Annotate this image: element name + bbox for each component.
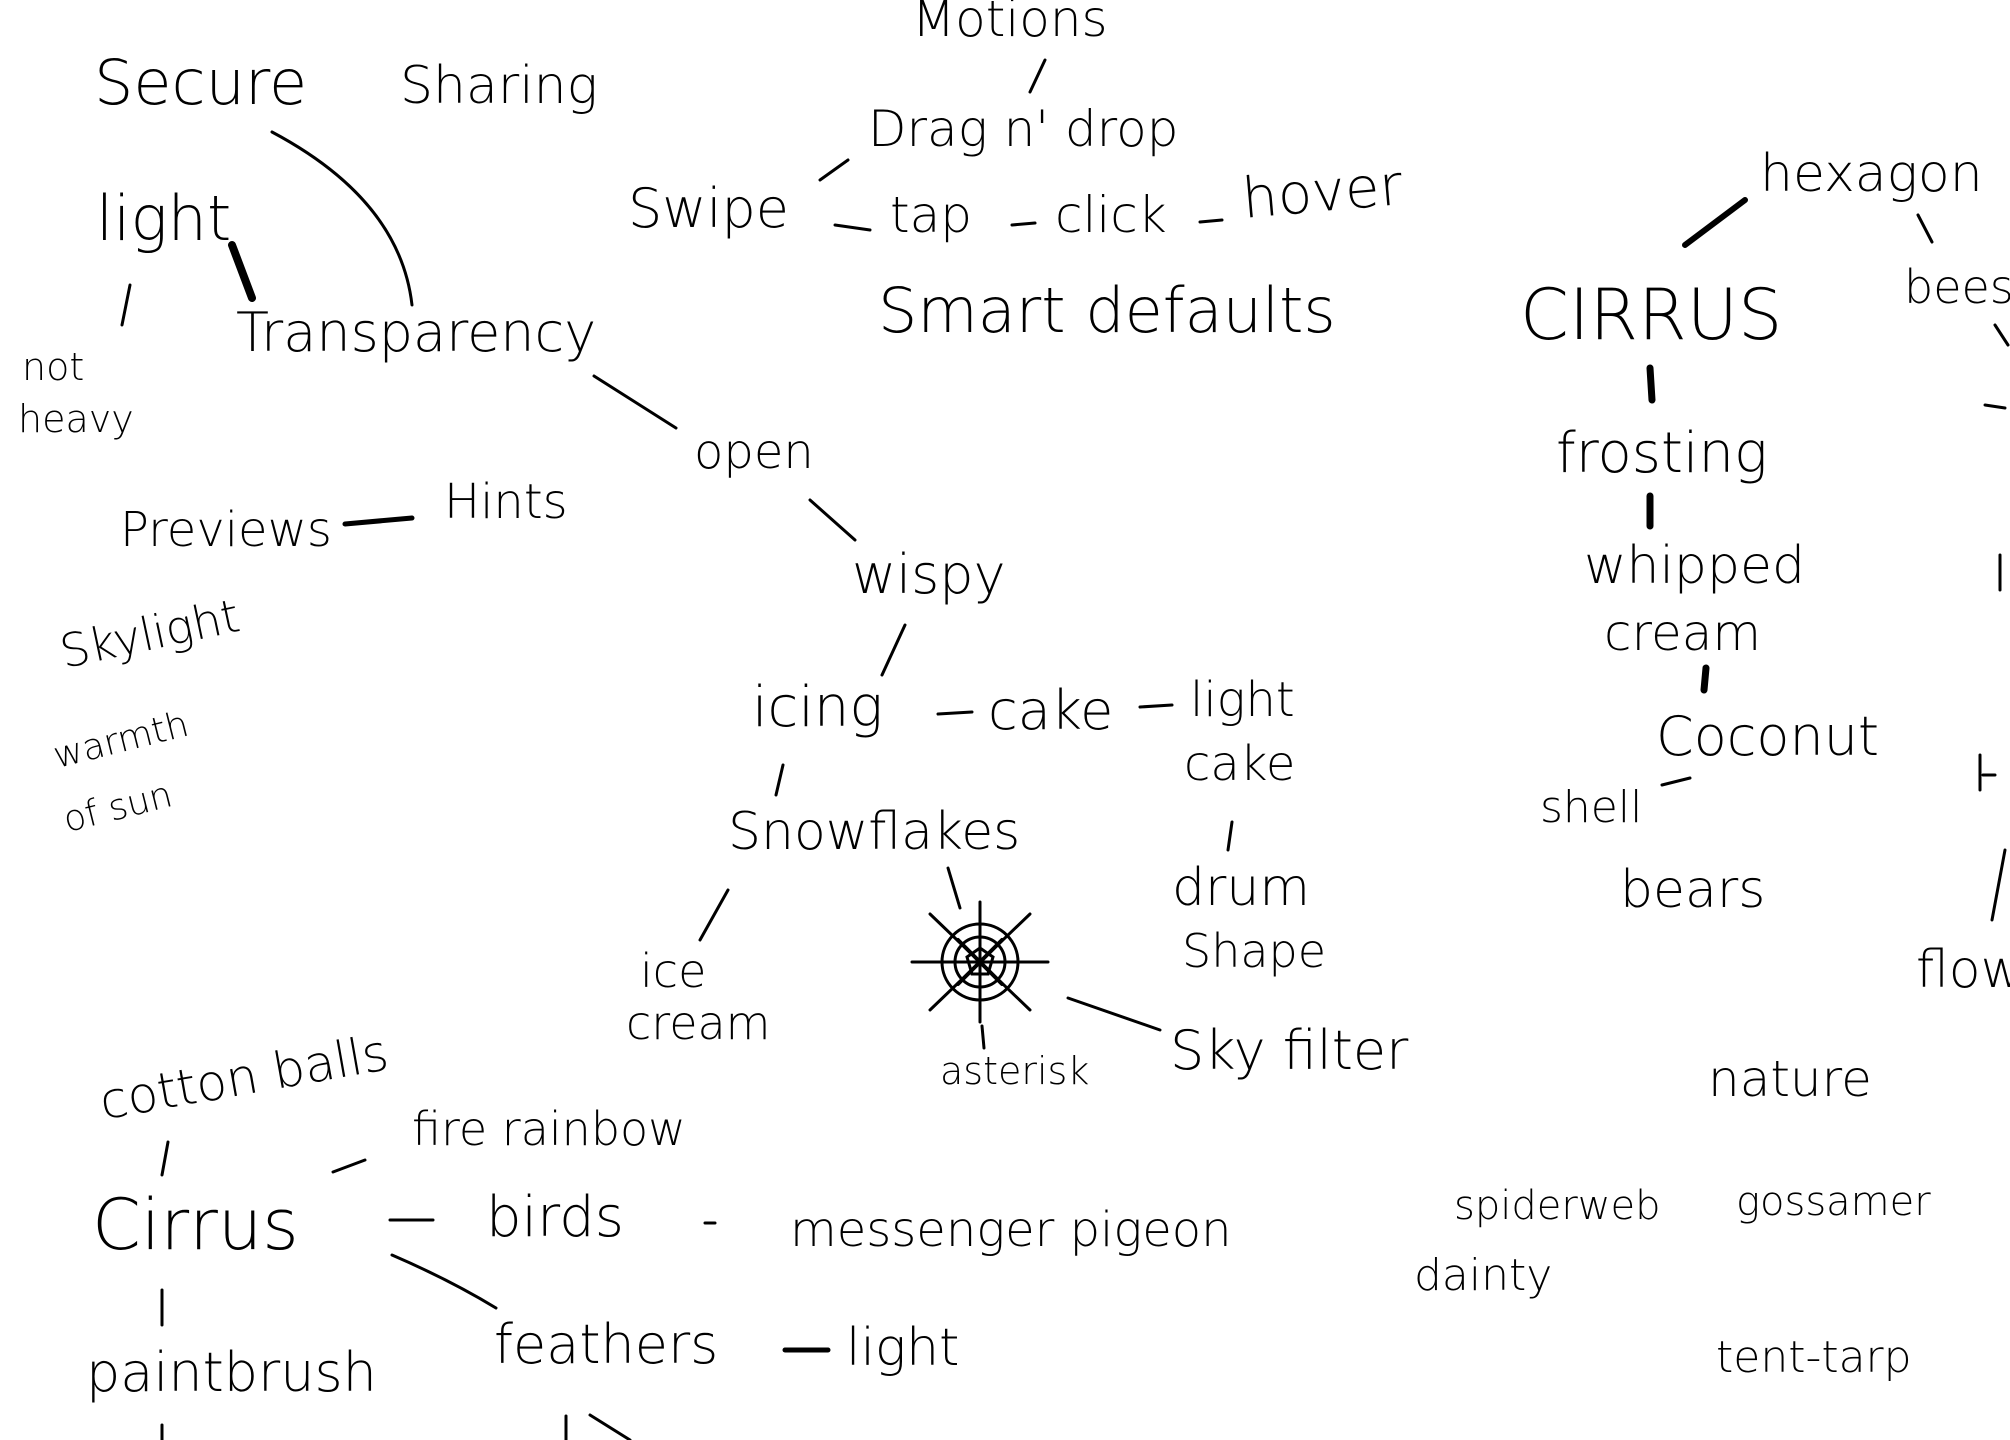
node-whipped: whipped [1584, 536, 1805, 596]
link-light-notheavy [120, 283, 132, 327]
link-feathers-down-b [588, 1413, 632, 1440]
link-coconut-shell [1660, 776, 1692, 787]
node-tap: tap [890, 186, 972, 244]
link-asterisk-label [980, 1024, 986, 1050]
node-dainty: dainty [1414, 1250, 1553, 1301]
node-light-cake-1: light [1190, 672, 1295, 728]
node-fire-rainbow: fire rainbow [412, 1102, 686, 1156]
node-spiderweb: spiderweb [1454, 1183, 1661, 1229]
node-light-top: light [96, 182, 232, 255]
link-hexagon-bees [1916, 213, 1934, 244]
node-tent-tarp: tent-tarp [1716, 1332, 1912, 1383]
link-icing-snowflakes [774, 763, 785, 797]
node-birds: birds [486, 1185, 624, 1250]
link-snowflakes-icecream [698, 888, 730, 942]
link-motions-drag [1028, 58, 1047, 94]
node-wispy: wispy [852, 543, 1006, 606]
link-tap-click [1010, 221, 1037, 227]
node-heavy: heavy [18, 397, 134, 441]
node-gossamer: gossamer [1736, 1179, 1931, 1225]
node-light-cake-2: cake [1184, 736, 1296, 792]
node-drag-n-drop: Drag n' drop [868, 100, 1179, 158]
link-right-edge-flow [1990, 848, 2007, 922]
node-bears: bears [1620, 860, 1766, 920]
node-ice: ice [640, 944, 707, 998]
link-cirrus-frosting [1646, 364, 1656, 404]
node-messenger-pigeon: messenger pigeon [790, 1202, 1232, 1258]
link-swipe-drag [818, 158, 850, 182]
node-motions: Motions [912, 0, 1108, 48]
link-click-hover [1198, 218, 1224, 224]
link-light-transparency [228, 241, 256, 302]
node-smart-defaults: Smart defaults [878, 274, 1336, 347]
node-previews: Previews [120, 502, 332, 558]
link-lightcake-drum [1226, 820, 1234, 852]
node-asterisk: asterisk [940, 1049, 1090, 1093]
link-secure-transparency [270, 130, 414, 307]
link-wispy-icing [880, 623, 907, 677]
node-secure: Secure [94, 46, 308, 119]
node-hexagon: hexagon [1760, 144, 1983, 204]
node-feathers: feathers [494, 1313, 719, 1376]
node-not: not [22, 345, 85, 389]
node-icing: icing [752, 675, 884, 740]
node-whipped-cream: cream [1604, 604, 1762, 662]
snowflake-doodle [910, 900, 1050, 1024]
node-coconut: Coconut [1656, 705, 1880, 768]
link-right-edge-fragment [1978, 403, 2007, 792]
link-cirrus-fire [331, 1158, 367, 1174]
node-cirrus-left: Cirrus [92, 1184, 299, 1266]
node-open: open [694, 424, 814, 480]
link-transparency-open [592, 374, 678, 430]
node-hover: hover [1239, 153, 1405, 232]
node-shape: Shape [1182, 924, 1327, 978]
node-paintbrush: paintbrush [86, 1341, 377, 1404]
node-swipe: Swipe [628, 177, 789, 240]
link-bees-right [1993, 323, 2010, 347]
node-cake: cake [988, 679, 1114, 742]
node-light-bottom: light [846, 1318, 960, 1378]
node-click: click [1055, 186, 1167, 244]
node-snowflakes: Snowflakes [728, 802, 1021, 862]
link-open-wispy [808, 498, 857, 542]
link-cotton-cirrus [160, 1140, 170, 1177]
node-hints: Hints [444, 474, 568, 530]
node-sky-filter: Sky filter [1170, 1019, 1409, 1082]
node-cream: cream [626, 996, 771, 1050]
link-cirrus-feathers [390, 1253, 498, 1310]
node-flow: flow [1916, 940, 2010, 1000]
link-whipped-coconut [1700, 664, 1710, 694]
node-transparency: Transparency [236, 301, 597, 364]
node-frosting: frosting [1556, 421, 1768, 486]
link-cirrus-hexagon [1682, 197, 1748, 248]
link-cake-lightcake [1138, 703, 1174, 709]
link-previews-hints [342, 515, 415, 527]
link-swipe-tap [833, 223, 872, 232]
node-shell: shell [1540, 782, 1643, 833]
node-bees: bees [1904, 260, 2010, 314]
node-sharing: Sharing [400, 56, 598, 116]
link-snowflakes-asterisk [946, 866, 962, 910]
link-icing-cake [936, 710, 974, 716]
link-asterisk-skyfilter [1066, 996, 1162, 1032]
node-cirrus-right: CIRRUS [1520, 274, 1783, 356]
node-nature: nature [1708, 1050, 1872, 1108]
node-drum: drum [1172, 858, 1310, 918]
